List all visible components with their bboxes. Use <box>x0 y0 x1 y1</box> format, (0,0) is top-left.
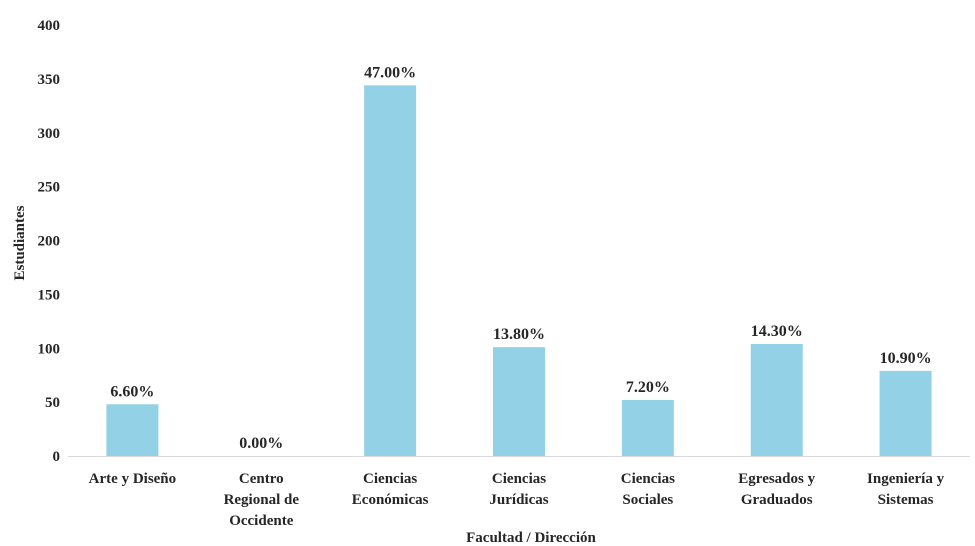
bar <box>621 399 674 456</box>
x-axis-title: Facultad / Dirección <box>466 530 596 546</box>
bar <box>364 85 417 456</box>
data-label: 13.80% <box>493 326 545 343</box>
data-label: 6.60% <box>110 383 154 400</box>
x-tick-label: Arte y Diseño <box>89 471 176 487</box>
x-tick-label: Ciencias <box>621 471 675 487</box>
y-tick-label: 0 <box>53 449 61 465</box>
x-tick-label: Ingeniería y <box>867 471 945 487</box>
data-label: 14.30% <box>751 323 803 340</box>
x-tick-label: Ciencias <box>363 471 417 487</box>
y-tick-label: 200 <box>38 234 61 250</box>
data-label: 0.00% <box>239 435 283 452</box>
data-label: 10.90% <box>880 350 932 367</box>
y-axis-title: Estudiantes <box>12 205 28 280</box>
data-label: 47.00% <box>364 64 416 81</box>
bar <box>493 347 545 456</box>
y-tick-label: 150 <box>38 287 61 303</box>
x-tick-label: Egresados y <box>738 471 815 487</box>
x-tick-label: Regional de <box>224 492 300 508</box>
bar <box>106 404 159 456</box>
y-axis: 0 50 100 150 200 250 300 350 400 <box>38 18 61 465</box>
bar <box>750 343 803 456</box>
x-tick-label: Sociales <box>622 492 673 508</box>
y-tick-label: 100 <box>38 341 61 357</box>
y-tick-label: 400 <box>38 18 61 34</box>
x-tick-label: Ciencias <box>492 471 546 487</box>
data-label: 7.20% <box>626 379 670 396</box>
x-tick-label: Centro <box>239 471 284 487</box>
bar <box>879 370 932 456</box>
x-tick-label: Económicas <box>352 492 429 508</box>
x-tick-label: Jurídicas <box>489 492 548 508</box>
x-tick-label: Occidente <box>229 513 293 529</box>
data-labels: 6.60% 0.00% 47.00% 13.80% 7.20% 14.30% 10.90% <box>110 64 931 452</box>
bar-series <box>106 85 932 456</box>
y-tick-label: 350 <box>38 72 61 88</box>
x-axis: Arte y Diseño Centro Regional de Occidente C… <box>89 471 945 529</box>
y-tick-label: 250 <box>38 180 61 196</box>
x-tick-label: Graduados <box>741 492 813 508</box>
y-tick-label: 300 <box>38 126 61 142</box>
y-tick-label: 50 <box>45 395 60 411</box>
x-tick-label: Sistemas <box>878 492 934 508</box>
